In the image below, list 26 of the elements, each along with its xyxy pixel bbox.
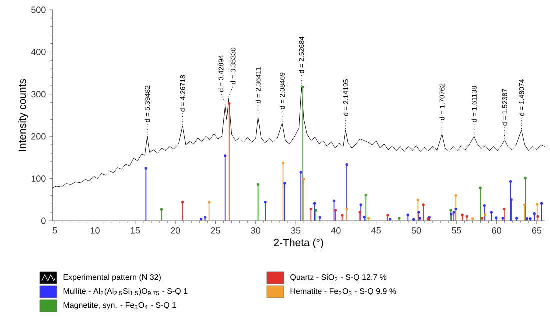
y-axis-title: Intensity counts: [18, 79, 28, 151]
text: Mullite - Al$_{2}$(Al$_{2.5}$Si$_{1.5}$)O$_{9.75}$ - S-Q 1: [64, 288, 188, 296]
x-tick-label: 10: [90, 228, 100, 234]
legend-label: Magnetite, syn. - Fe$_{3}$O$_{4}$ - S-Q 1: [64, 302, 176, 310]
x-tick-label: 5: [52, 228, 58, 234]
x-tick-label: 35: [291, 228, 301, 234]
x-tick-label: 25: [211, 228, 220, 234]
legend-label: Experimental pattern (N 32): [64, 274, 161, 282]
y-tick-label: 100: [32, 176, 46, 182]
x-tick-label: 30: [251, 228, 261, 234]
x-tick-label: 40: [331, 228, 341, 234]
x-tick-label: 50: [412, 228, 422, 234]
x-tick-label: 60: [492, 228, 502, 234]
x-tick-label: 15: [131, 228, 140, 234]
x-tick-label: 45: [372, 228, 381, 234]
legend-label: Hematite - Fe$_{2}$O$_{3}$ - S-Q 9.9 %: [290, 288, 396, 296]
y-tick-label: 300: [32, 91, 46, 98]
x-tick-label: 20: [171, 228, 180, 234]
x-tick-label: 65: [532, 228, 542, 234]
legend-label: Quartz - SiO$_{2}$ - S-Q 12.7 %: [290, 274, 387, 282]
y-tick-label: 200: [32, 133, 46, 140]
y-tick-label: 0: [42, 218, 46, 224]
x-tick-label: 55: [452, 228, 462, 234]
y-tick-label: 400: [31, 49, 46, 56]
y-tick-label: 500: [32, 6, 46, 14]
x-axis-title: 2-Theta (°): [274, 238, 324, 249]
